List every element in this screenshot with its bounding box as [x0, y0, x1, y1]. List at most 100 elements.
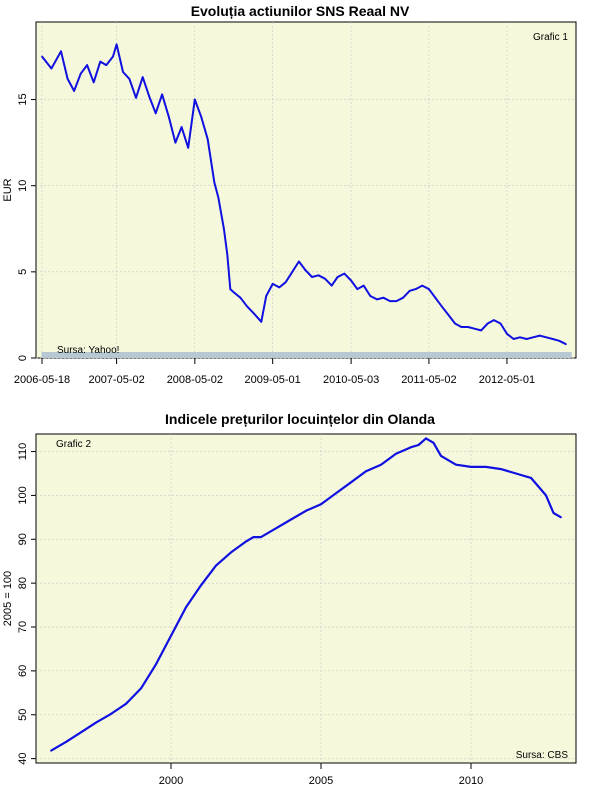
data-point	[440, 305, 443, 308]
y-tick-label: 40	[17, 752, 29, 764]
data-point	[486, 322, 489, 325]
x-tick-label: 2010-05-03	[323, 374, 379, 386]
data-point	[140, 687, 142, 690]
data-point	[174, 141, 177, 144]
data-point	[336, 276, 339, 278]
data-point	[421, 284, 424, 287]
data-point	[454, 322, 456, 325]
data-point	[506, 333, 508, 335]
data-point	[278, 286, 281, 289]
data-point	[233, 291, 235, 294]
data-point	[365, 470, 367, 473]
data-point	[551, 338, 554, 340]
data-point	[565, 343, 567, 346]
data-point	[213, 181, 216, 184]
data-point	[265, 295, 268, 297]
data-point	[350, 279, 352, 282]
y-axis-label: 2005 = 100	[2, 571, 14, 626]
x-tick-label: 2006-05-18	[14, 374, 70, 386]
data-point	[154, 112, 157, 115]
data-point	[217, 196, 220, 199]
data-point	[252, 536, 255, 538]
data-point	[73, 90, 75, 92]
data-point	[226, 253, 229, 256]
y-axis-label: EUR	[2, 178, 14, 201]
chart-label: Grafic 1	[533, 32, 568, 43]
data-point	[180, 126, 183, 128]
data-point	[79, 72, 82, 75]
x-tick-label: 2012-05-01	[479, 374, 535, 386]
data-point	[460, 326, 463, 328]
data-point	[155, 663, 157, 666]
data-point	[141, 76, 144, 78]
data-point	[499, 322, 502, 325]
data-point	[290, 518, 292, 521]
data-point	[200, 115, 203, 118]
data-point	[324, 277, 326, 280]
chart-title: Evoluția actiunilor SNS Reaal NV	[191, 3, 410, 19]
data-point	[185, 606, 187, 609]
y-tick-label: 0	[17, 355, 29, 361]
data-point	[284, 281, 287, 283]
data-point	[425, 437, 427, 440]
data-point	[125, 702, 127, 705]
data-point	[558, 339, 561, 342]
data-point	[408, 290, 411, 292]
data-point	[311, 276, 313, 278]
y-tick-label: 10	[17, 180, 29, 192]
data-point	[95, 721, 97, 724]
data-point	[467, 326, 469, 328]
data-point	[532, 336, 535, 339]
data-point	[538, 334, 541, 337]
data-point	[485, 466, 487, 468]
data-point	[356, 288, 359, 290]
data-point	[560, 516, 562, 519]
data-point	[291, 271, 294, 273]
data-point	[305, 509, 307, 512]
data-point	[455, 463, 457, 466]
data-point	[480, 329, 482, 332]
data-point	[245, 540, 247, 543]
data-point	[115, 43, 118, 46]
y-tick-label: 110	[17, 443, 29, 461]
data-point	[493, 319, 495, 321]
y-tick-label: 60	[17, 665, 29, 677]
data-point	[304, 269, 307, 271]
data-point	[515, 472, 517, 475]
data-point	[376, 298, 378, 301]
data-point	[128, 78, 131, 80]
data-point	[187, 146, 190, 149]
y-tick-label: 70	[17, 621, 29, 633]
data-point	[382, 296, 385, 299]
data-point	[414, 288, 417, 290]
data-point	[170, 634, 172, 637]
data-point	[350, 481, 352, 484]
x-tick-label: 2008-05-02	[167, 374, 223, 386]
data-point	[66, 78, 69, 80]
data-point	[317, 274, 320, 277]
data-point	[275, 527, 277, 530]
data-point	[161, 93, 163, 96]
data-point	[552, 512, 555, 514]
data-point	[99, 60, 102, 63]
x-tick-label: 2009-05-01	[245, 374, 301, 386]
data-point	[545, 494, 547, 497]
data-point	[298, 260, 300, 263]
y-tick-label: 80	[17, 577, 29, 589]
data-point	[447, 314, 450, 316]
data-point	[206, 138, 209, 140]
data-point	[362, 284, 365, 287]
data-point	[112, 55, 114, 58]
source-note: Sursa: CBS	[516, 750, 569, 761]
data-point	[60, 50, 62, 53]
data-point	[215, 564, 217, 567]
house-price-index-chart: Indicele prețurilor locuințelor din Olan…	[2, 411, 577, 787]
data-point	[41, 55, 43, 58]
source-note: Sursa: Yahoo!	[57, 345, 119, 356]
stock-price-chart: Evoluția actiunilor SNS Reaal NV 0 5 10 15 20…	[2, 3, 577, 386]
data-point	[246, 305, 248, 308]
data-point	[200, 584, 202, 587]
data-point	[432, 441, 435, 444]
data-point	[194, 98, 196, 101]
